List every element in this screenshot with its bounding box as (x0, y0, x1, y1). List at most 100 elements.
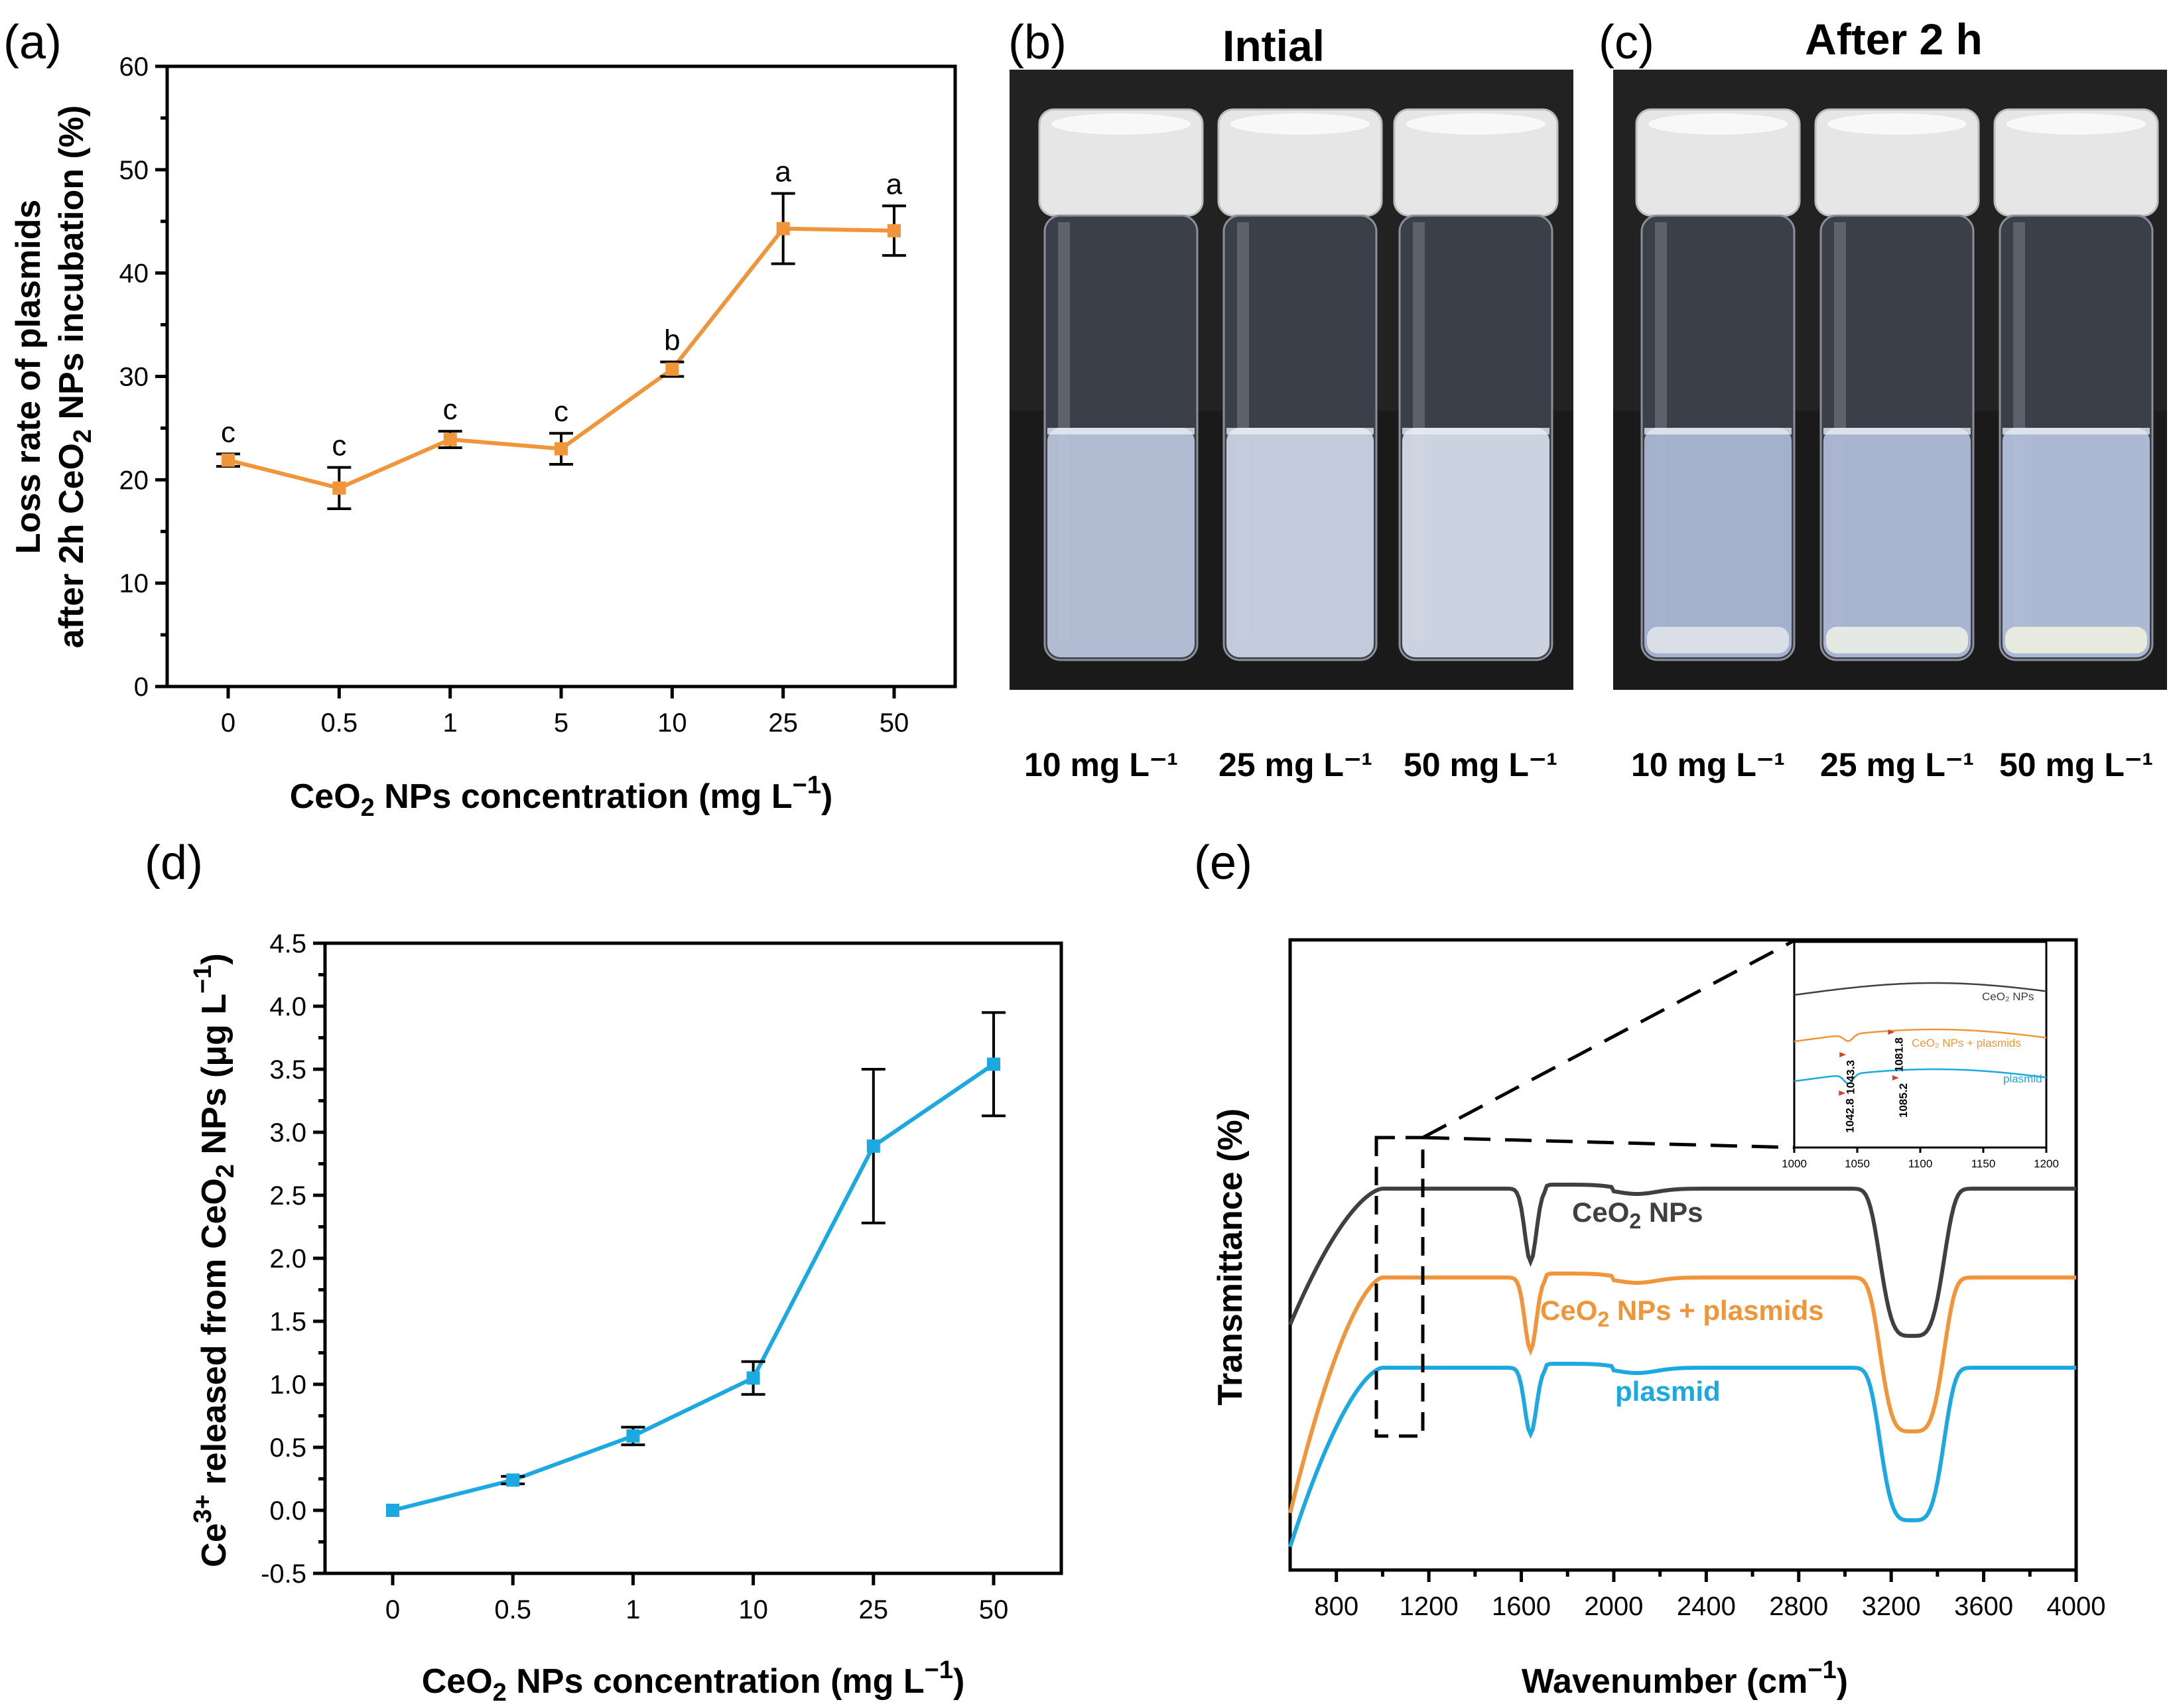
x-tick-label: 800 (1314, 1592, 1358, 1621)
vial-cap-top (1051, 113, 1191, 135)
x-tick-label: 2800 (1769, 1592, 1828, 1621)
photo-b-label-3: 50 mg L⁻¹ (1404, 746, 1557, 783)
data-point (888, 224, 901, 237)
y-tick-label: 3.0 (269, 1118, 306, 1148)
significance-letter: c (221, 416, 235, 448)
peak-marker (1839, 1090, 1846, 1096)
vial-liquid (2003, 428, 2150, 657)
inset-x-tick-label: 1000 (1782, 1157, 1807, 1170)
x-tick-label: 1600 (1492, 1592, 1551, 1621)
series-label-ceo2-plasmids: CeO2 NPs + plasmids (1540, 1295, 1823, 1331)
vial-meniscus (2003, 428, 2150, 434)
panel-label-d: (d) (145, 836, 203, 889)
chart-d-frame (323, 941, 1063, 1575)
chart-d-ylabel: Ce3+ released from CeO2 NPs (μg L−1) (189, 953, 239, 1567)
peak-label: 1042.8 (1843, 1098, 1856, 1133)
vial-meniscus (1823, 428, 1971, 434)
y-tick-label: 50 (119, 156, 149, 185)
chart-a-frame (165, 64, 957, 689)
y-tick-label: 0.5 (269, 1433, 306, 1463)
data-point (987, 1057, 1000, 1071)
photo-b-title: Intial (1222, 21, 1325, 70)
y-tick-label: 40 (119, 259, 149, 289)
peak-label: 1081.8 (1892, 1037, 1905, 1072)
photo-c (1613, 70, 2167, 690)
panel-label-c: (c) (1599, 16, 1654, 69)
x-tick-label: 25 (768, 708, 798, 738)
y-tick-label: 3.5 (269, 1055, 306, 1084)
vial-liquid (1226, 428, 1374, 657)
x-tick-label: 4000 (2047, 1592, 2106, 1621)
data-point (776, 222, 790, 235)
chart-d: -0.5 0.0 0.5 1.0 1.5 2.0 2.5 3.0 3.5 4.0 4.5 0 0.5 1… (189, 929, 1063, 1707)
inset-line-ceo2-plasmids (1794, 1028, 2047, 1043)
x-tick-label: 2400 (1677, 1592, 1736, 1621)
significance-letter: a (886, 168, 903, 200)
inset-x-tick-label: 1200 (2034, 1157, 2059, 1170)
y-tick-label: -0.5 (261, 1559, 306, 1589)
x-tick-label: 0.5 (494, 1595, 531, 1624)
chart-e-ylabel: Transmittance (%) (1211, 1108, 1250, 1406)
series-label-plasmid: plasmid (1615, 1376, 1721, 1407)
x-tick-label: 1 (625, 1595, 640, 1624)
x-tick-label: 0 (221, 708, 235, 738)
data-point (443, 432, 457, 446)
y-tick-label: 4.5 (269, 929, 306, 958)
panel-label-e: (e) (1194, 836, 1252, 889)
x-tick-label: 0.5 (321, 708, 358, 738)
x-tick-label: 10 (738, 1595, 768, 1624)
vial-sediment (2005, 627, 2147, 653)
x-tick-label: 25 (859, 1595, 889, 1624)
data-point (555, 442, 568, 456)
vial-cap-top (1406, 113, 1546, 135)
series-label-ceo2: CeO2 NPs (1572, 1197, 1703, 1233)
vial-liquid (1047, 428, 1195, 657)
vial-liquid (1823, 428, 1971, 657)
x-tick-label: 3600 (1954, 1592, 2013, 1621)
zoom-connector-2 (1422, 1136, 1795, 1150)
significance-letter: a (775, 156, 791, 188)
y-tick-label: 2.5 (269, 1181, 306, 1211)
chart-e-frame (1288, 938, 2078, 1572)
x-tick-label: 50 (979, 1595, 1009, 1624)
x-tick-label: 50 (880, 708, 909, 738)
vial-liquid (1644, 428, 1792, 657)
vial-meniscus (1402, 428, 1549, 434)
vial-liquid (1402, 428, 1549, 657)
chart-a-ylabel-line1: Loss rate of plasmids (9, 200, 48, 555)
chart-e-inset: 1000 1050 1100 1150 1200 CeO₂ NPs CeO₂ NPs +… (1782, 941, 2059, 1170)
chart-d-xlabel: CeO2 NPs concentration (mg L−1) (422, 1656, 965, 1707)
data-point (332, 481, 346, 495)
significance-letter: c (332, 430, 346, 462)
peak-label: 1085.2 (1897, 1083, 1910, 1118)
photo-c-label-3: 50 mg L⁻¹ (1999, 746, 2153, 783)
photo-b-label-2: 25 mg L⁻¹ (1218, 746, 1372, 783)
y-tick-label: 0 (134, 673, 149, 702)
photo-b-label-1: 10 mg L⁻¹ (1024, 746, 1178, 783)
y-tick-label: 0.0 (269, 1496, 306, 1526)
chart-e: 800 1200 1600 2000 2400 2800 3200 3600 4000 Tran… (1211, 938, 2106, 1701)
chart-a: 0 10 20 30 40 50 60 0 0.5 1 5 10 25 50 c c c c b a a Loss … (9, 52, 957, 822)
peak-marker (1839, 1052, 1847, 1057)
vial-sediment (1826, 627, 1968, 653)
y-tick-label: 1.5 (269, 1307, 306, 1337)
inset-x-tick-label: 1100 (1908, 1157, 1933, 1170)
series-line (392, 1062, 995, 1512)
y-tick-label: 30 (119, 363, 149, 392)
vial-meniscus (1047, 428, 1195, 434)
inset-line-plasmid (1794, 1068, 2047, 1084)
photo-c-label-2: 25 mg L⁻¹ (1820, 746, 1974, 783)
vial-cap-top (1827, 113, 1967, 135)
x-tick-label: 1200 (1400, 1592, 1459, 1621)
peak-marker (1892, 1075, 1899, 1081)
y-tick-label: 2.0 (269, 1244, 306, 1274)
inset-legend-ceo2-plasmids: CeO₂ NPs + plasmids (1912, 1037, 2021, 1049)
data-point (746, 1371, 760, 1385)
peak-marker (1888, 1029, 1895, 1035)
vial-meniscus (1644, 428, 1792, 434)
zoom-box (1374, 1136, 1425, 1438)
y-tick-label: 60 (119, 52, 149, 82)
zoom-connector-1 (1421, 939, 1796, 1140)
y-tick-label: 4.0 (269, 992, 306, 1021)
chart-a-ylabel-line2: after 2h CeO2 NPs incubation (%) (52, 105, 97, 649)
